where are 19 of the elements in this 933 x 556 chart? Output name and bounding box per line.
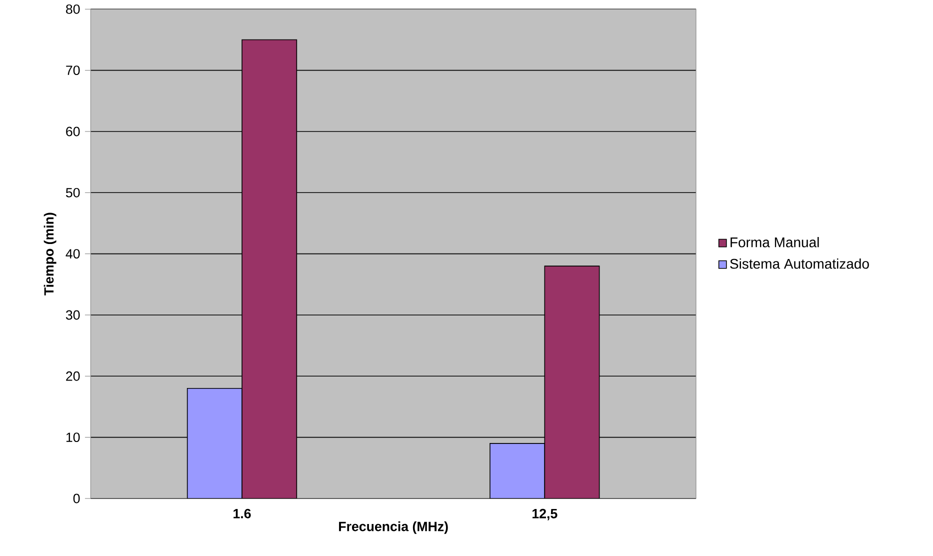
y-tick-label: 10 bbox=[66, 432, 80, 442]
y-tick-label: 40 bbox=[66, 249, 80, 259]
bar bbox=[242, 39, 298, 499]
y-tick-label: 80 bbox=[66, 4, 80, 14]
x-axis-title: Frecuencia (MHz) bbox=[339, 522, 448, 534]
bar bbox=[186, 388, 242, 499]
bar bbox=[490, 443, 546, 499]
legend-label: Forma Manual bbox=[730, 237, 819, 248]
y-tick-label: 0 bbox=[73, 494, 80, 504]
y-tick-label: 70 bbox=[66, 66, 80, 76]
bar bbox=[544, 266, 600, 499]
y-tick-label: 50 bbox=[66, 188, 80, 198]
y-tick-label: 30 bbox=[66, 310, 80, 320]
x-tick-label: 12,5 bbox=[532, 508, 558, 520]
y-axis-title: Tiempo (min) bbox=[44, 212, 56, 296]
y-tick-label: 20 bbox=[66, 372, 80, 381]
legend-label: Sistema Automatizado bbox=[730, 258, 869, 269]
y-tick-label: 60 bbox=[66, 126, 80, 136]
x-tick-label: 1.6 bbox=[234, 508, 251, 518]
